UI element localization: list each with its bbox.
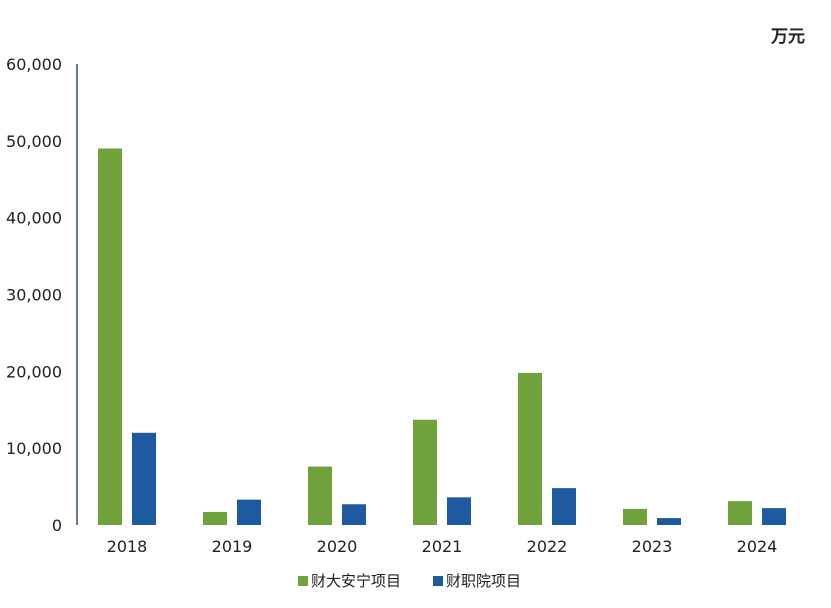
x-tick-label: 2019 <box>212 537 253 556</box>
x-tick-label: 2022 <box>527 537 568 556</box>
bar-series-2-2018 <box>132 432 156 525</box>
legend: 财大安宁项目 财职院项目 <box>298 572 521 590</box>
x-axis-ticks: 2018 2019 2020 2021 2022 2023 2024 <box>107 537 778 556</box>
bar-series-2-2021 <box>447 497 471 525</box>
y-tick-label: 40,000 <box>6 209 62 228</box>
legend-label-series-1: 财大安宁项目 <box>311 572 401 590</box>
bar-series-1-2023 <box>623 508 647 525</box>
bar-series-1-2021 <box>413 419 437 525</box>
y-tick-label: 50,000 <box>6 132 62 151</box>
legend-label-series-2: 财职院项目 <box>446 572 521 590</box>
x-tick-label: 2024 <box>737 537 778 556</box>
bar-series-1-2019 <box>203 511 227 525</box>
y-tick-label: 0 <box>52 516 62 535</box>
bar-series-2-2020 <box>342 504 366 525</box>
bar-series-2-2023 <box>657 518 681 525</box>
y-axis-ticks: 0 10,000 20,000 30,000 40,000 50,000 60,000 <box>6 55 62 535</box>
x-tick-label: 2020 <box>317 537 358 556</box>
x-tick-label: 2018 <box>107 537 148 556</box>
bar-series-1-2018 <box>98 148 122 525</box>
x-tick-label: 2021 <box>422 537 463 556</box>
bar-series-2-2024 <box>762 508 786 525</box>
bar-series-1-2024 <box>728 501 752 525</box>
x-tick-label: 2023 <box>632 537 673 556</box>
legend-swatch-series-1 <box>298 576 308 586</box>
y-tick-label: 20,000 <box>6 362 62 381</box>
bar-series-2-2019 <box>237 499 261 525</box>
bar-series-1-2020 <box>308 466 332 525</box>
bar-series-1-2022 <box>518 372 542 525</box>
y-tick-label: 60,000 <box>6 55 62 74</box>
bars-group <box>98 148 786 525</box>
y-tick-label: 30,000 <box>6 286 62 305</box>
unit-label: 万元 <box>770 27 805 47</box>
bar-series-2-2022 <box>552 488 576 525</box>
legend-swatch-series-2 <box>433 576 443 586</box>
y-tick-label: 10,000 <box>6 439 62 458</box>
